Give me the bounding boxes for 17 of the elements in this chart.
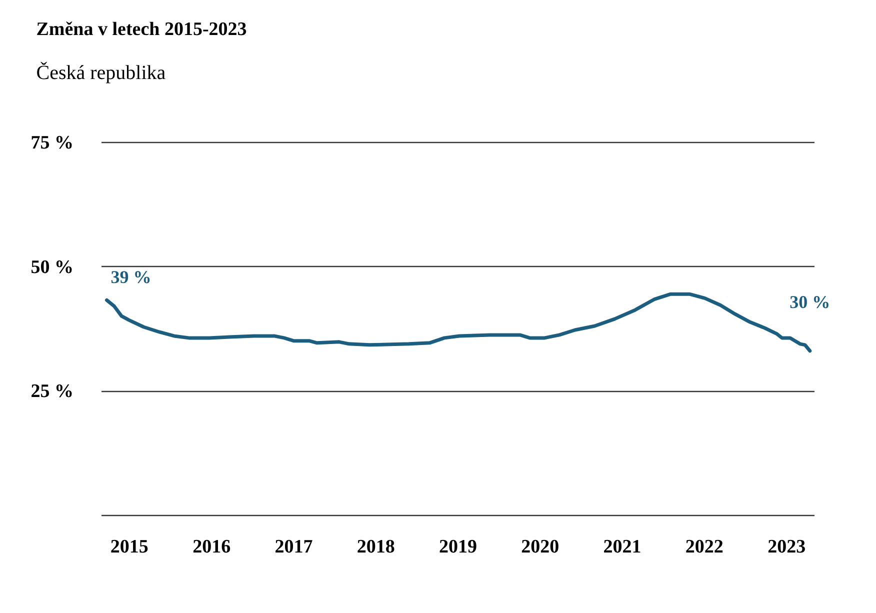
x-tick-label: 2018 <box>356 536 395 558</box>
y-tick-label: 75 % <box>30 132 74 154</box>
line-series <box>105 292 812 353</box>
y-tick-label: 25 % <box>30 381 74 402</box>
chart-subtitle: Česká republika <box>36 61 166 84</box>
x-tick-label: 2021 <box>603 536 642 558</box>
x-tick-label: 2019 <box>439 536 477 558</box>
annotation: 30 % <box>790 292 830 312</box>
annotation: 39 % <box>110 267 152 288</box>
chart-title: Změna v letech 2015-2023 <box>36 19 247 40</box>
y-tick-label: 50 % <box>30 256 74 278</box>
x-tick-label: 2023 <box>768 536 806 558</box>
x-tick-label: 2017 <box>274 536 314 558</box>
x-tick-label: 2022 <box>685 536 724 558</box>
x-tick-label: 2020 <box>521 536 560 558</box>
x-tick-label: 2016 <box>192 536 231 558</box>
x-tick-label: 2015 <box>110 536 148 558</box>
